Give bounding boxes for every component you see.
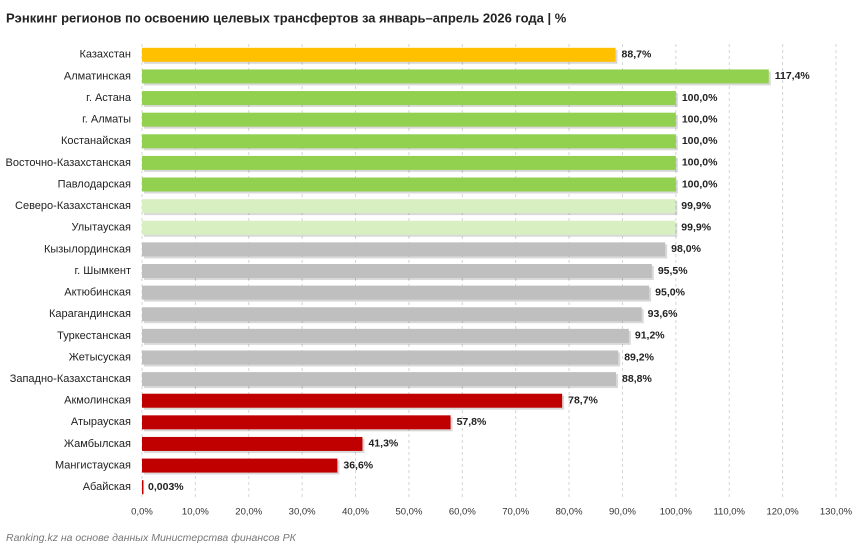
y-tick-label: Актюбинская [64, 287, 131, 299]
x-tick-label: 80,0% [556, 507, 583, 518]
value-label: 100,0% [682, 92, 718, 104]
value-label: 100,0% [682, 178, 718, 190]
bar [142, 328, 629, 343]
y-tick-label: Западно-Казахстанская [10, 373, 131, 385]
bar [142, 285, 650, 300]
value-label: 36,6% [343, 459, 373, 471]
bar [142, 436, 363, 451]
value-label: 95,0% [655, 286, 685, 298]
x-tick-label: 110,0% [713, 507, 745, 518]
bar [142, 47, 616, 62]
value-label: 88,7% [622, 49, 652, 61]
y-tick-label: Кызылординская [44, 243, 131, 255]
bar [142, 480, 144, 495]
bar [142, 307, 642, 322]
value-label: 88,8% [622, 373, 652, 385]
y-tick-label: Восточно-Казахстанская [5, 157, 131, 169]
y-tick-label: Павлодарская [58, 178, 131, 190]
bar [142, 177, 676, 192]
y-tick-label: г. Шымкент [75, 265, 132, 277]
y-tick-label: Алматинская [64, 70, 131, 82]
y-tick-label: Улытауская [72, 222, 132, 234]
value-label: 78,7% [568, 394, 598, 406]
bar [142, 458, 338, 473]
x-tick-label: 100,0% [660, 507, 693, 518]
bar [142, 112, 676, 127]
x-tick-label: 40,0% [342, 507, 369, 518]
value-label: 98,0% [671, 243, 701, 255]
value-label: 91,2% [635, 330, 665, 342]
x-tick-label: 50,0% [395, 507, 422, 518]
y-tick-label: Акмолинская [64, 395, 131, 407]
bar [142, 372, 617, 387]
y-tick-label: Казахстан [79, 49, 131, 61]
bar [142, 199, 676, 214]
value-label: 99,9% [681, 222, 711, 234]
value-label: 117,4% [775, 70, 811, 82]
y-tick-label: Мангистауская [55, 459, 131, 471]
x-tick-label: 120,0% [766, 507, 799, 518]
x-tick-label: 90,0% [609, 507, 636, 518]
x-tick-label: 60,0% [449, 507, 476, 518]
y-tick-label: Костанайская [61, 135, 131, 147]
bar [142, 264, 652, 278]
bar [142, 393, 563, 408]
chart-title: Рэнкинг регионов по освоению целевых тра… [6, 10, 567, 25]
bar [142, 220, 676, 235]
value-label: 100,0% [682, 135, 718, 147]
y-tick-label: Атырауская [71, 416, 131, 428]
y-tick-label: Карагандинская [49, 308, 131, 320]
x-tick-label: 0,0% [131, 507, 153, 518]
value-label: 93,6% [648, 308, 678, 320]
x-tick-label: 70,0% [502, 507, 529, 518]
source: Ranking.kz на основе данных Министерства… [6, 532, 297, 544]
bar [142, 69, 769, 84]
x-tick-label: 30,0% [289, 507, 316, 518]
value-label: 99,9% [681, 200, 711, 212]
value-label: 57,8% [457, 416, 487, 428]
value-label: 89,2% [624, 351, 654, 363]
x-tick-label: 10,0% [182, 507, 209, 518]
bar [142, 415, 451, 430]
x-tick-label: 20,0% [235, 507, 262, 518]
value-label: 41,3% [368, 438, 398, 450]
bar [142, 242, 666, 257]
value-label: 100,0% [682, 157, 718, 169]
bar [142, 91, 676, 106]
value-label: 0,003% [148, 481, 184, 493]
y-tick-label: Северо-Казахстанская [15, 200, 131, 212]
y-tick-label: Жетысуская [69, 351, 131, 363]
bar [142, 350, 619, 365]
y-tick-label: Туркестанская [57, 330, 131, 342]
value-label: 95,5% [658, 265, 688, 277]
value-label: 100,0% [682, 113, 718, 125]
y-tick-label: Жамбылская [64, 438, 131, 450]
x-tick-label: 130,0% [820, 507, 853, 518]
y-tick-label: г. Астана [86, 92, 132, 104]
bar [142, 134, 676, 149]
bar [142, 155, 676, 170]
y-tick-label: г. Алматы [82, 114, 131, 126]
y-tick-label: Абайская [83, 481, 131, 493]
